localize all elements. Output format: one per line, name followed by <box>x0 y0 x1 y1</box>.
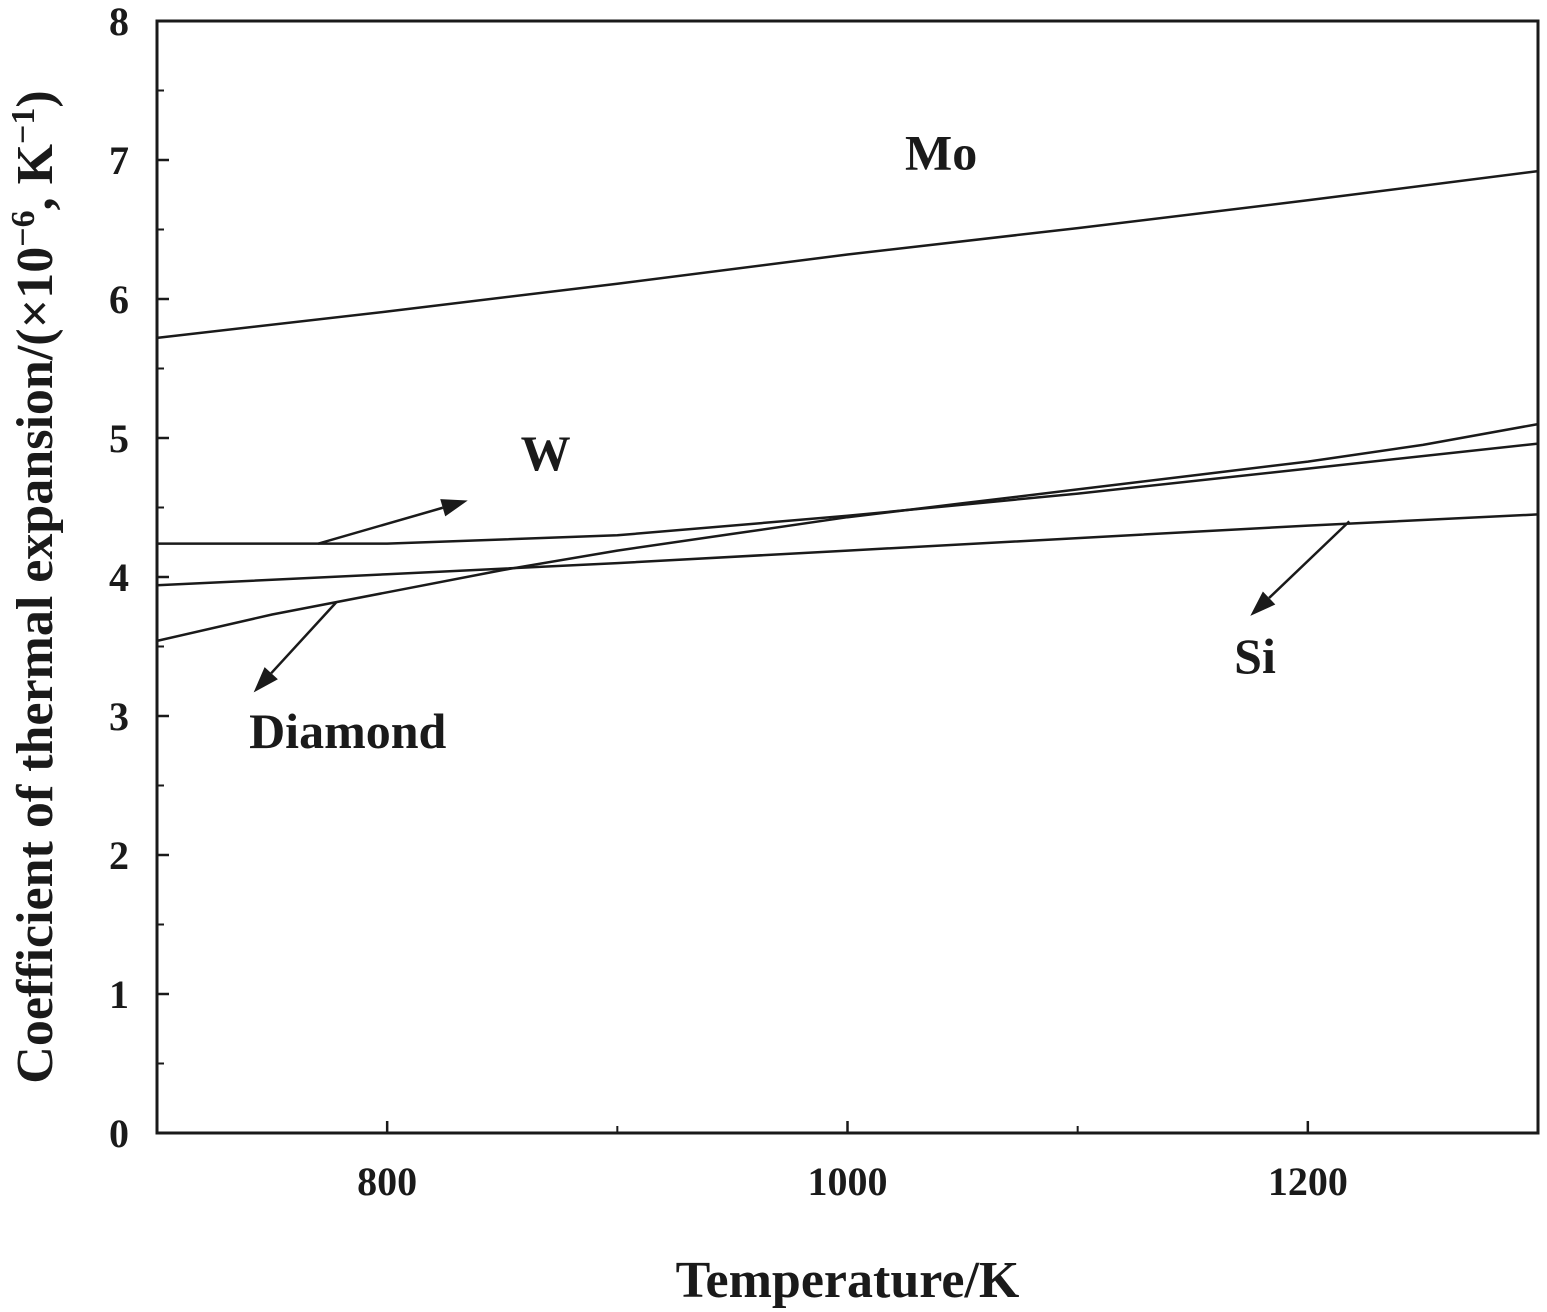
y-tick-label: 3 <box>109 694 129 739</box>
y-axis-title-unit: , K <box>7 143 64 210</box>
series-line-si <box>156 513 1539 587</box>
arrowhead-si <box>1250 591 1276 616</box>
x-tick-label: 1000 <box>808 1159 888 1204</box>
x-axis-title: Temperature/K <box>676 1252 1020 1309</box>
y-axis-title-exponent-2: −1 <box>5 108 42 144</box>
y-tick-label: 6 <box>109 277 129 322</box>
series-label-w: W <box>521 425 571 481</box>
series-line-diamond <box>156 422 1539 643</box>
series-label-mo: Mo <box>905 125 977 181</box>
y-tick-label: 2 <box>109 833 129 878</box>
arrow-diamond <box>270 601 338 675</box>
y-tick-label: 7 <box>109 138 129 183</box>
y-axis-title-exponent: −6 <box>5 210 42 246</box>
y-tick-label: 0 <box>109 1111 129 1156</box>
arrow-w <box>317 506 444 545</box>
chart-marks: 0 1 2 3 4 5 6 7 8 800 1000 1200 Mo W Si Diamond <box>109 0 1539 1204</box>
arrowhead-w <box>440 499 468 517</box>
series-line-w <box>157 442 1539 545</box>
arrowhead-diamond <box>253 667 278 693</box>
series-line-mo <box>156 169 1539 340</box>
y-axis-title-end: ) <box>7 90 64 107</box>
plot-frame <box>155 19 1540 1135</box>
y-axis-title-main: Coefficient of thermal expansion/(×10 <box>7 247 64 1084</box>
series-label-diamond: Diamond <box>249 703 446 759</box>
y-axis-title: Coefficient of thermal expansion/(×10−6,… <box>5 90 64 1083</box>
arrow-si <box>1268 520 1351 599</box>
series-label-si: Si <box>1234 628 1276 684</box>
y-tick-label: 4 <box>109 555 129 600</box>
y-tick-label: 5 <box>109 416 129 461</box>
y-tick-label: 8 <box>109 0 129 44</box>
y-tick-label: 1 <box>109 972 129 1017</box>
x-tick-label: 800 <box>357 1159 417 1204</box>
x-tick-label: 1200 <box>1268 1159 1348 1204</box>
